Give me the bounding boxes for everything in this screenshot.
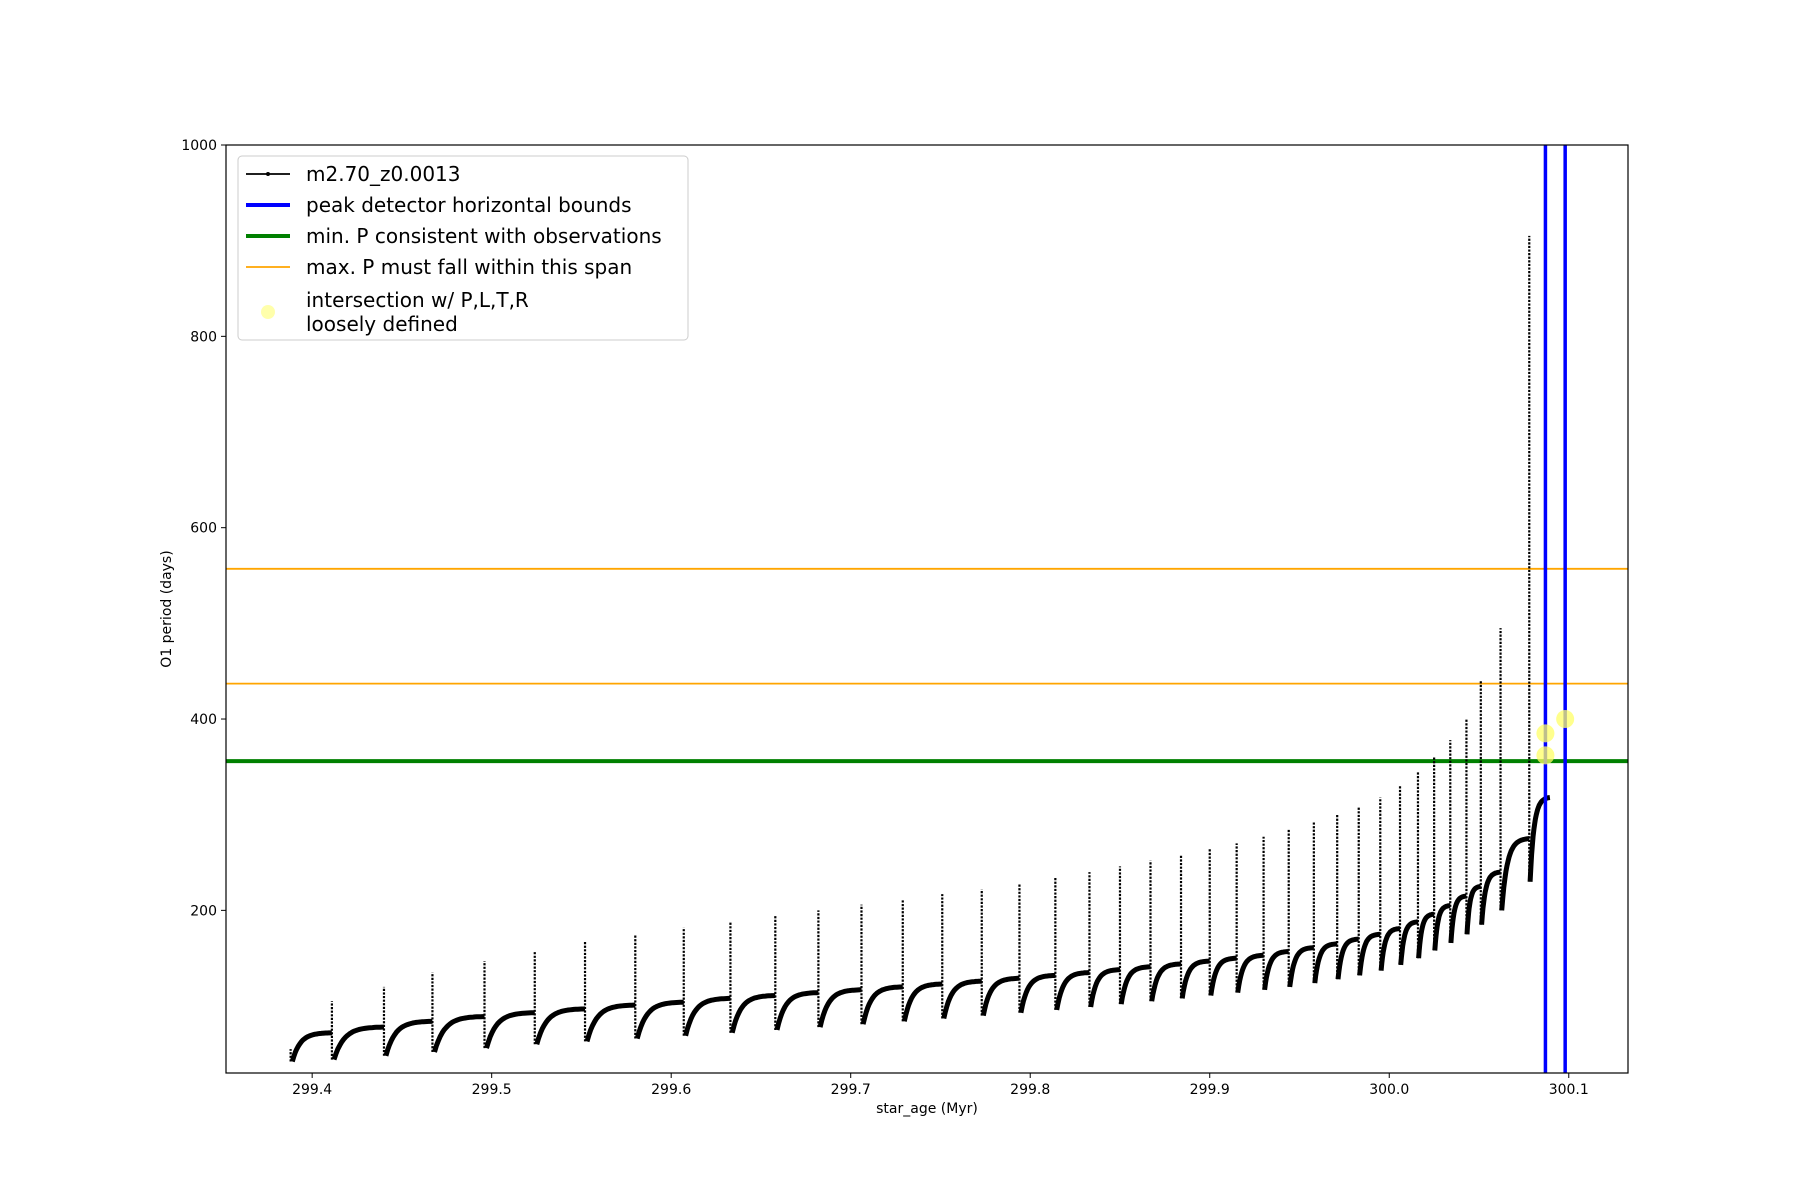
legend-label: max. P must fall within this span — [306, 255, 632, 279]
y-tick-label: 600 — [190, 521, 217, 537]
pulse-base — [1287, 945, 1316, 988]
pulse-base — [383, 1018, 434, 1057]
pulse-base — [1378, 926, 1402, 971]
x-tick-label: 299.4 — [292, 1082, 332, 1098]
y-tick-label: 200 — [190, 903, 217, 919]
x-tick-label: 299.8 — [1010, 1082, 1050, 1098]
intersection-markers — [1536, 710, 1575, 765]
legend-label: min. P consistent with observations — [306, 224, 662, 248]
series-m2-70-z0-0013 — [289, 235, 1552, 1063]
x-tick-label: 299.5 — [472, 1082, 512, 1098]
intersection-marker — [1556, 710, 1575, 729]
pulse-base — [1235, 952, 1266, 993]
pulse-base — [1479, 869, 1503, 925]
legend-point-swatch — [266, 172, 270, 176]
pulse-base — [729, 993, 777, 1034]
pulse-base — [1464, 883, 1483, 935]
pulse-base — [1208, 955, 1239, 996]
pulse-base — [634, 999, 685, 1040]
legend-marker-swatch — [261, 305, 275, 319]
y-tick-label: 400 — [190, 712, 217, 728]
intersection-marker — [1536, 746, 1555, 765]
pulse-base — [1448, 893, 1469, 944]
y-axis-ticks: 200 400 600 800 1000 — [181, 138, 226, 919]
pulse-base — [289, 1030, 333, 1063]
x-tick-label: 299.7 — [831, 1082, 871, 1098]
pulse-base — [1054, 970, 1091, 1011]
horizontal-reference-lines — [226, 567, 1628, 764]
pulse-base — [1335, 936, 1361, 980]
y-tick-label: 1000 — [181, 138, 217, 154]
x-tick-label: 300.0 — [1369, 1082, 1409, 1098]
y-tick-label: 800 — [190, 329, 217, 345]
pulse-base — [584, 1002, 636, 1043]
pulse-base — [1118, 964, 1152, 1005]
legend-box — [237, 155, 689, 341]
x-tick-label: 299.9 — [1190, 1082, 1230, 1098]
pulse-base — [1357, 931, 1382, 976]
pulse-base — [432, 1014, 486, 1053]
pulse-base — [534, 1006, 586, 1045]
pulse-base — [860, 984, 904, 1025]
pulse-base — [1262, 949, 1291, 991]
pulse-base — [1432, 903, 1453, 951]
pulse-base — [1149, 961, 1183, 1002]
pulse-base — [774, 990, 820, 1031]
pulse-base — [980, 975, 1021, 1017]
x-axis-ticks: 299.4 299.5 299.6 299.7 299.8 299.9 300.0 300.1 — [292, 1073, 1589, 1098]
legend-label: intersection w/ P,L,T,R loosely defined — [306, 288, 529, 336]
pulse-base — [484, 1010, 536, 1049]
pulse-base — [941, 978, 983, 1020]
pulse-base — [1416, 911, 1436, 959]
vertical-reference-lines — [1543, 145, 1567, 1073]
legend-label: peak detector horizontal bounds — [306, 193, 632, 217]
x-tick-label: 299.6 — [651, 1082, 691, 1098]
intersection-marker — [1536, 724, 1555, 743]
pulse-base — [1312, 941, 1339, 984]
legend-label: m2.70_z0.0013 — [306, 162, 461, 186]
plot-frame — [225, 144, 1629, 1074]
y-axis-label: O1 period (days) — [159, 550, 175, 667]
pulse-base — [1088, 967, 1122, 1008]
pulse-base — [1018, 972, 1057, 1014]
x-tick-label: 300.1 — [1549, 1082, 1589, 1098]
pulse-base — [1179, 958, 1212, 999]
pulse-base — [901, 981, 944, 1022]
x-axis-label: star_age (Myr) — [876, 1101, 978, 1117]
pulse-base — [1398, 919, 1420, 966]
pulse-base — [331, 1024, 385, 1061]
pulse-base — [683, 995, 732, 1037]
pulse-base — [1499, 836, 1531, 911]
pulse-base — [817, 987, 863, 1028]
